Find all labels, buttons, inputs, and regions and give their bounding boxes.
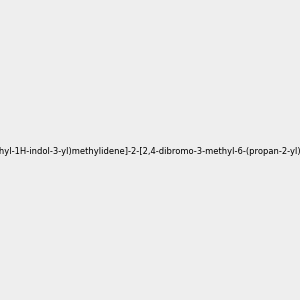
Text: N'-[(E)-(1-benzyl-2-methyl-1H-indol-3-yl)methylidene]-2-[2,4-dibromo-3-methyl-6-: N'-[(E)-(1-benzyl-2-methyl-1H-indol-3-yl…: [0, 147, 300, 156]
